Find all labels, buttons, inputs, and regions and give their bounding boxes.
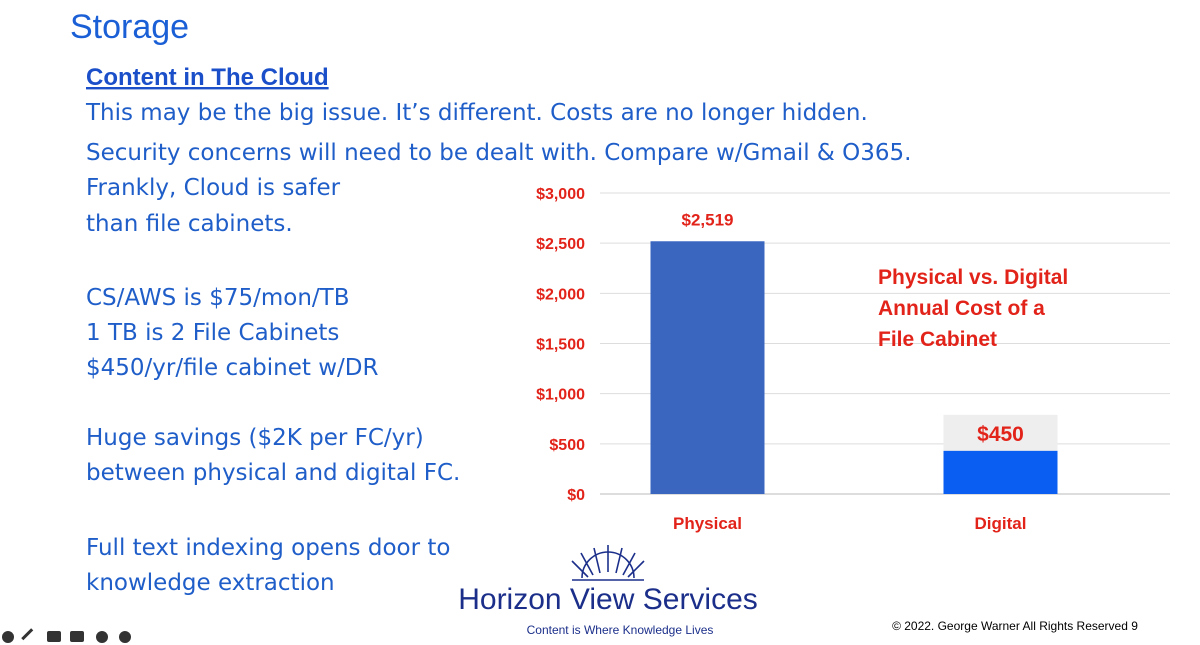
body-line: knowledge extraction (86, 570, 335, 596)
footer: © 2022. George Warner All Rights Reserve… (892, 619, 1138, 633)
y-tick-label: $2,500 (536, 236, 585, 253)
chart-title: Annual Cost of a (878, 297, 1045, 320)
toolbar-icon[interactable] (70, 631, 84, 642)
toolbar-icon[interactable] (96, 631, 108, 643)
body-line: Frankly, Cloud is safer (86, 175, 341, 201)
body-line: than file cabinets. (86, 211, 293, 237)
toolbar-icon[interactable] (21, 628, 34, 641)
body-line: This may be the big issue. It’s differen… (85, 100, 868, 126)
value-label: $450 (977, 423, 1024, 446)
value-label-box (943, 414, 1058, 451)
y-tick-label: $2,000 (536, 286, 585, 303)
logo-text: Horizon View Services (458, 583, 758, 616)
body-line: $450/yr/file cabinet w/DR (86, 355, 378, 381)
y-tick-label: $1,500 (536, 337, 585, 354)
y-tick-label: $3,000 (536, 186, 585, 203)
x-tick-label: Physical (673, 514, 742, 533)
toolbar-icon[interactable] (119, 631, 131, 643)
chart: $0 $500 $1,000 $1,500 $2,000 $2,500 $3,000 Phys… (536, 186, 1170, 533)
body-line: 1 TB is 2 File Cabinets (86, 320, 339, 346)
y-tick-label: $500 (549, 437, 585, 454)
toolbar-icon[interactable] (47, 631, 61, 642)
body-line: Security concerns will need to be dealt … (86, 140, 911, 166)
body-line: CS/AWS is $75/mon/TB (86, 285, 350, 311)
body-line: Full text indexing opens door to (86, 535, 450, 561)
value-label: $2,519 (682, 210, 734, 229)
bar (650, 241, 765, 494)
chart-title: File Cabinet (878, 328, 997, 351)
bar (943, 448, 1058, 494)
body-line: between physical and digital FC. (86, 460, 460, 486)
heading: Content in The Cloud (86, 64, 329, 91)
logo-sun (571, 545, 645, 581)
toolbar-icon[interactable] (2, 631, 14, 643)
y-tick-label: $1,000 (536, 387, 585, 404)
chart-title: Physical vs. Digital (878, 266, 1068, 289)
x-tick-label: Digital (975, 514, 1027, 533)
y-tick-label: $0 (567, 487, 585, 504)
toolbar[interactable] (2, 628, 131, 643)
body-line: Huge savings ($2K per FC/yr) (86, 425, 424, 451)
tagline: Content is Where Knowledge Lives (527, 623, 714, 637)
slide-title: Storage (70, 8, 189, 46)
